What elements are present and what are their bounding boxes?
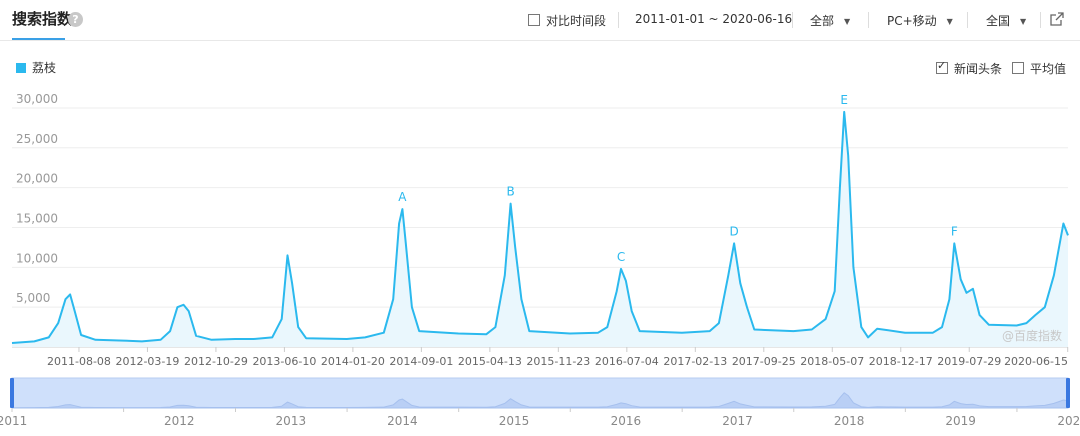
divider [1040,12,1041,28]
legend-swatch [16,63,26,73]
compare-period-toggle[interactable]: 对比时间段 [528,12,606,29]
y-tick-label: 20,000 [16,172,58,186]
avg-checkbox[interactable] [1012,62,1024,74]
x-tick-label: 2014-09-01 [389,355,453,368]
device-dropdown[interactable]: PC+移动 ▼ [887,12,953,29]
y-tick-label: 25,000 [16,132,58,146]
caret-down-icon: ▼ [946,17,953,26]
external-link-icon[interactable] [1049,11,1065,27]
x-tick-label: 2015-11-23 [526,355,590,368]
y-tick-label: 5,000 [16,291,50,305]
navigator-handle-right[interactable] [1066,378,1070,408]
navigator-year-label: 2012 [164,414,195,428]
divider [618,12,619,28]
navigator-year-label: 2013 [276,414,307,428]
x-tick-label: 2012-10-29 [184,355,248,368]
watermark: @百度指数 [1002,328,1062,343]
caret-down-icon: ▼ [1020,17,1027,26]
x-tick-label: 2018-05-07 [800,355,864,368]
x-tick-label: 2020-06-15 [1004,355,1068,368]
device-value: PC+移动 [887,14,937,28]
avg-label: 平均值 [1030,62,1067,76]
divider [868,12,869,28]
help-icon[interactable]: ? [68,12,83,27]
navigator-year-label: 2018 [834,414,865,428]
navigator-handle-left[interactable] [10,378,14,408]
caret-down-icon: ▼ [844,17,851,26]
region-value: 全国 [986,14,1011,28]
news-label: 新闻头条 [954,62,1003,76]
scope-dropdown[interactable]: 全部 ▼ [810,12,850,29]
y-tick-label: 30,000 [16,92,58,106]
navigator-year-label: 2019 [945,414,976,428]
navigator-year-label: 2014 [387,414,418,428]
divider [967,12,968,28]
x-tick-label: 2018-12-17 [869,355,933,368]
navigator-range [11,377,1069,409]
navigator-year-label: 2020 [1057,414,1080,428]
compare-label: 对比时间段 [546,14,607,28]
x-tick-label: 2017-09-25 [732,355,796,368]
navigator-year-label: 2016 [611,414,642,428]
x-tick-label: 2019-07-29 [937,355,1001,368]
navigator-series [11,392,1069,409]
compare-checkbox[interactable] [528,14,540,26]
x-tick-label: 2016-07-04 [595,355,659,368]
x-tick-label: 2014-01-20 [321,355,385,368]
news-checkbox[interactable] [936,59,948,74]
navigator-year-label: 2017 [722,414,753,428]
x-tick-label: 2012-03-19 [115,355,179,368]
date-range-picker[interactable]: 2011-01-01 ~ 2020-06-16 [635,12,793,26]
title-tab-underline [12,38,65,40]
navigator-year-label: 2015 [499,414,530,428]
annotation-c: C [617,250,625,264]
annotation-d: D [730,224,739,238]
series-line [11,110,1069,344]
series-area [12,111,1068,348]
scope-value: 全部 [810,14,835,28]
header: 搜索指数 ? 对比时间段 2011-01-01 ~ 2020-06-16 全部 ▼… [0,0,1080,41]
legend-label: 荔枝 [32,61,57,75]
avg-option[interactable]: 平均值 [1012,60,1066,77]
legend[interactable]: 荔枝 [16,59,56,76]
annotation-f: F [951,224,958,238]
divider [792,12,793,28]
navigator-year-label: 2011 [0,414,27,428]
x-tick-label: 2017-02-13 [663,355,727,368]
x-tick-label: 2015-04-13 [458,355,522,368]
annotation-b: B [507,185,515,199]
region-dropdown[interactable]: 全国 ▼ [986,12,1026,29]
y-tick-label: 10,000 [16,251,58,265]
y-tick-label: 15,000 [16,211,58,225]
news-option[interactable]: 新闻头条 [936,59,1003,77]
x-tick-label: 2011-08-08 [47,355,111,368]
page-title[interactable]: 搜索指数 [12,10,73,28]
annotation-e: E [840,93,848,107]
x-tick-label: 2013-06-10 [252,355,316,368]
annotation-a: A [398,190,407,204]
